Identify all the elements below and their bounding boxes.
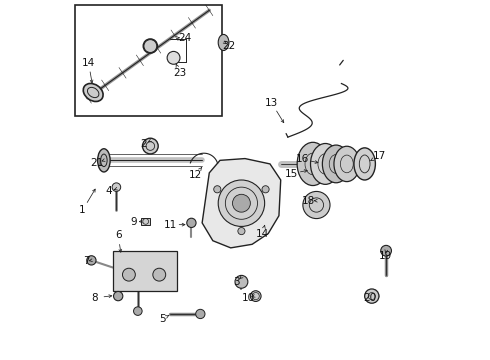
Circle shape — [153, 268, 166, 281]
Text: 15: 15 — [285, 168, 298, 179]
Ellipse shape — [218, 35, 229, 50]
Polygon shape — [202, 158, 281, 248]
Bar — [75, 5, 222, 116]
Ellipse shape — [322, 145, 350, 183]
Text: 14: 14 — [255, 229, 269, 239]
Ellipse shape — [143, 39, 157, 53]
Text: 22: 22 — [222, 41, 236, 51]
Text: 9: 9 — [130, 217, 137, 227]
Text: 11: 11 — [163, 220, 176, 230]
Text: 20: 20 — [363, 293, 376, 303]
Circle shape — [262, 186, 269, 193]
Circle shape — [235, 275, 248, 288]
Ellipse shape — [297, 142, 329, 185]
Circle shape — [122, 268, 135, 281]
Text: 14: 14 — [82, 58, 95, 68]
Ellipse shape — [250, 291, 261, 301]
Ellipse shape — [311, 144, 340, 184]
Text: 8: 8 — [92, 293, 98, 303]
Text: 19: 19 — [378, 251, 392, 261]
Circle shape — [381, 246, 392, 256]
Text: 21: 21 — [90, 158, 103, 168]
Text: 12: 12 — [189, 170, 202, 180]
Text: 4: 4 — [105, 186, 112, 197]
Text: 13: 13 — [265, 98, 278, 108]
Ellipse shape — [98, 149, 110, 172]
Text: 23: 23 — [173, 68, 187, 78]
Text: 2: 2 — [140, 139, 147, 149]
Circle shape — [232, 194, 250, 212]
Bar — [142, 218, 150, 225]
Text: 6: 6 — [115, 230, 122, 240]
Circle shape — [114, 292, 123, 301]
Bar — [113, 251, 177, 291]
Circle shape — [218, 180, 265, 226]
Circle shape — [196, 309, 205, 319]
Text: 1: 1 — [79, 205, 86, 215]
Text: 3: 3 — [233, 277, 240, 287]
Text: 7: 7 — [83, 256, 89, 266]
Text: 16: 16 — [295, 154, 309, 164]
Text: 18: 18 — [302, 196, 315, 206]
Circle shape — [87, 256, 96, 265]
Circle shape — [365, 289, 379, 303]
Ellipse shape — [354, 148, 375, 180]
Text: 10: 10 — [242, 293, 255, 303]
Circle shape — [303, 192, 330, 219]
Circle shape — [214, 186, 221, 193]
Ellipse shape — [334, 146, 360, 181]
Text: 5: 5 — [160, 314, 166, 324]
Circle shape — [238, 228, 245, 235]
Circle shape — [143, 138, 158, 154]
Circle shape — [167, 51, 180, 64]
Circle shape — [187, 218, 196, 228]
Text: 24: 24 — [178, 33, 192, 43]
Ellipse shape — [83, 84, 103, 102]
Circle shape — [134, 307, 142, 315]
Text: 17: 17 — [372, 151, 386, 161]
Circle shape — [112, 183, 121, 192]
